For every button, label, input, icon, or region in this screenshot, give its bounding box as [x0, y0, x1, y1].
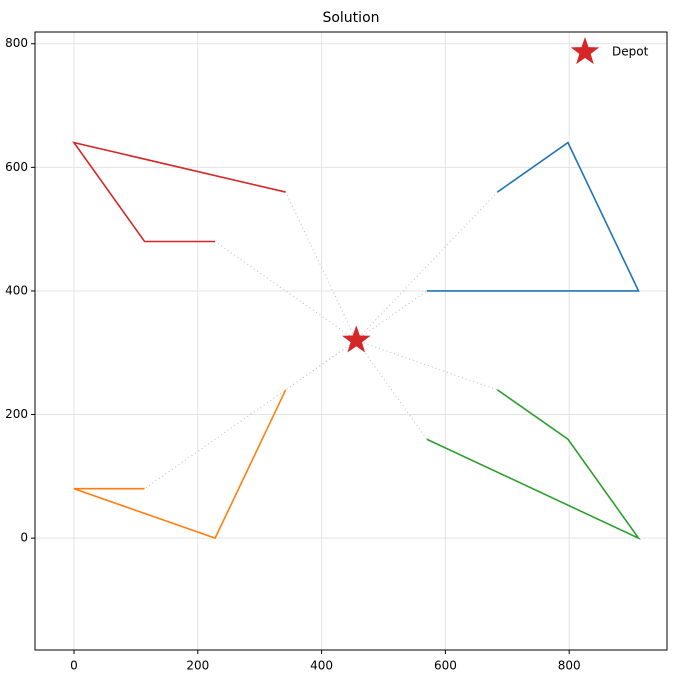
- y-tick-label: 0: [20, 531, 28, 545]
- x-tick-label: 600: [434, 659, 457, 673]
- route-line: [72, 141, 286, 243]
- legend-marker: [570, 37, 600, 65]
- depot-link: [356, 339, 498, 391]
- x-tick-label: 800: [558, 659, 581, 673]
- x-tick-label: 200: [186, 659, 209, 673]
- depot-link: [355, 290, 428, 341]
- route-line: [426, 141, 640, 292]
- depot-link: [285, 191, 357, 341]
- y-tick-label: 600: [5, 160, 28, 174]
- route-line: [73, 389, 287, 540]
- legend-label: Depot: [612, 45, 649, 59]
- depot-marker: [342, 325, 371, 353]
- y-tick-label: 200: [5, 407, 28, 421]
- y-tick-label: 800: [5, 36, 28, 50]
- axes-frame: [34, 31, 668, 651]
- depot-link: [355, 340, 428, 440]
- route-line: [426, 389, 641, 541]
- depot-link: [214, 241, 357, 341]
- depot-link: [355, 191, 498, 341]
- chart-title: Solution: [322, 10, 379, 26]
- x-tick-label: 400: [310, 659, 333, 673]
- y-tick-label: 400: [5, 283, 28, 297]
- x-tick-label: 0: [70, 659, 78, 673]
